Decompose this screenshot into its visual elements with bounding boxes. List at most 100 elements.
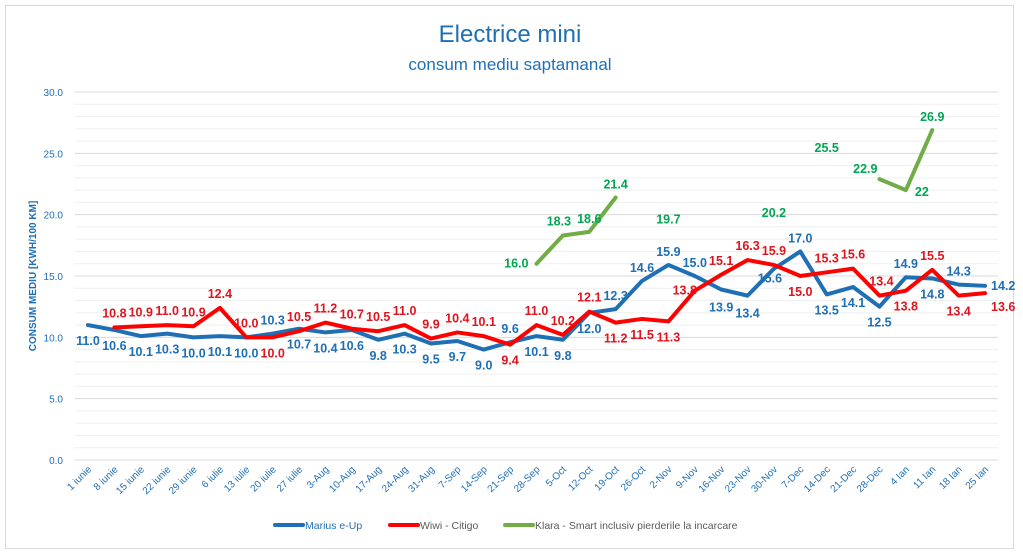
data-label: 13.6 xyxy=(991,300,1015,314)
gridlines xyxy=(75,91,998,461)
data-label: 11.5 xyxy=(630,328,654,342)
data-label: 10.0 xyxy=(234,346,258,360)
data-label: 9.8 xyxy=(370,349,387,363)
x-tick-label: 21-Sep xyxy=(486,464,517,495)
x-tick-label: 28-Sep xyxy=(512,464,543,495)
x-tick-label: 19-Oct xyxy=(593,464,622,493)
data-label: 10.4 xyxy=(445,311,469,325)
data-label: 10.0 xyxy=(181,346,205,360)
data-label: 15.9 xyxy=(656,245,680,259)
data-label: 13.9 xyxy=(709,300,733,314)
data-label: 11.3 xyxy=(657,330,681,344)
x-tick-label: 14-Dec xyxy=(802,464,833,495)
data-label: 10.9 xyxy=(181,305,205,319)
data-label: 9.9 xyxy=(422,318,439,332)
data-label: 10.3 xyxy=(392,343,416,357)
data-label: 10.8 xyxy=(102,307,126,321)
data-labels: 11.0 10.6 10.1 10.3 10.0 10.1 10.010.310.7 10.4… xyxy=(76,110,1015,373)
data-label: 22.9 xyxy=(853,162,877,176)
data-label: 13.8 xyxy=(894,300,918,314)
x-tick-label: 28-Dec xyxy=(855,464,886,495)
data-label: 10.1 xyxy=(208,345,232,359)
y-tick-label: 5.0 xyxy=(49,395,63,406)
data-label: 21.4 xyxy=(603,177,627,191)
data-label: 9.4 xyxy=(501,354,518,368)
x-tick-label: 29 iunie xyxy=(167,464,200,497)
y-tick-label: 0.0 xyxy=(49,456,63,467)
data-label: 15.0 xyxy=(788,285,812,299)
data-label: 15.6 xyxy=(758,272,782,286)
data-label: 10.1 xyxy=(129,345,153,359)
data-label: 10.3 xyxy=(261,314,285,328)
legend-label: Klara - Smart inclusiv pierderile la inc… xyxy=(535,520,738,532)
data-label: 12.4 xyxy=(208,287,232,301)
data-label: 26.9 xyxy=(920,110,944,124)
y-tick-label: 30.0 xyxy=(44,88,64,99)
data-label: 12.0 xyxy=(577,322,601,336)
data-label: 9.7 xyxy=(449,350,466,364)
x-tick-label: 24-Aug xyxy=(380,464,411,495)
x-tick-label: 26-Oct xyxy=(619,464,648,493)
data-label: 15.6 xyxy=(841,248,865,262)
data-label: 14.8 xyxy=(920,287,944,301)
data-label: 10.5 xyxy=(287,310,311,324)
data-label: 10.0 xyxy=(261,346,285,360)
x-tick-label: 12-Oct xyxy=(566,464,595,493)
data-label: 10.5 xyxy=(366,310,390,324)
data-label: 10.4 xyxy=(313,341,337,355)
data-label: 13.5 xyxy=(815,303,839,317)
data-label: 15.3 xyxy=(815,251,839,265)
data-label: 17.0 xyxy=(788,231,812,245)
x-tick-label: 13 iulie xyxy=(222,464,252,494)
data-label: 18.6 xyxy=(577,212,601,226)
series-line-0 xyxy=(86,249,987,352)
data-label: 14.3 xyxy=(946,265,970,279)
x-tick-label: 14-Sep xyxy=(459,464,490,495)
data-label: 15.5 xyxy=(920,249,944,263)
data-label: 13.8 xyxy=(673,284,697,298)
data-label: 11.2 xyxy=(314,302,338,316)
y-axis-label: CONSUM MEDIU [KWH/100 KM] xyxy=(28,201,39,352)
chart-subtitle: consum mediu saptamanal xyxy=(408,55,611,74)
y-axis-ticks: 0.0 5.0 10.0 15.0 20.0 25.0 30.0 xyxy=(44,88,64,467)
x-tick-label: 27 iulie xyxy=(275,464,305,494)
data-label: 11.0 xyxy=(76,334,100,348)
data-label: 10.7 xyxy=(340,308,364,322)
data-label: 10.0 xyxy=(234,316,258,330)
x-tick-label: 2-Nov xyxy=(648,464,675,491)
legend: Marius e-Up Wiwi - Citigo Klara - Smart in… xyxy=(273,520,738,532)
data-label: 13.4 xyxy=(946,305,970,319)
x-tick-label: 30-Nov xyxy=(749,464,780,495)
x-tick-label: 4 Ian xyxy=(888,464,912,488)
x-tick-label: 10-Aug xyxy=(327,464,358,495)
data-label: 10.2 xyxy=(551,314,575,328)
data-label: 14.6 xyxy=(630,261,654,275)
x-tick-label: 25 Ian xyxy=(964,464,991,491)
data-label: 10.7 xyxy=(287,338,311,352)
data-label: 10.1 xyxy=(472,315,496,329)
data-label: 11.2 xyxy=(604,332,628,346)
data-label: 15.1 xyxy=(709,254,733,268)
data-label: 11.0 xyxy=(155,304,179,318)
data-label: 10.6 xyxy=(340,339,364,353)
data-label: 16.3 xyxy=(735,239,759,253)
y-tick-label: 10.0 xyxy=(44,333,64,344)
data-label: 11.0 xyxy=(525,304,549,318)
x-tick-label: 17-Aug xyxy=(354,464,385,495)
series-line-2 xyxy=(534,195,618,266)
data-label: 15.9 xyxy=(762,244,786,258)
data-label: 22 xyxy=(915,185,929,199)
data-label: 18.3 xyxy=(547,215,571,229)
x-tick-label: 16-Nov xyxy=(697,464,728,495)
legend-label: Marius e-Up xyxy=(305,520,362,532)
data-label: 10.1 xyxy=(524,345,548,359)
data-label: 10.9 xyxy=(129,305,153,319)
data-label: 16.0 xyxy=(504,257,528,271)
data-label: 12.5 xyxy=(867,316,891,330)
data-label: 10.6 xyxy=(102,339,126,353)
series-lines xyxy=(86,128,987,352)
data-label: 9.8 xyxy=(554,349,571,363)
data-label: 14.2 xyxy=(991,279,1015,293)
series-line-2 xyxy=(877,128,935,193)
